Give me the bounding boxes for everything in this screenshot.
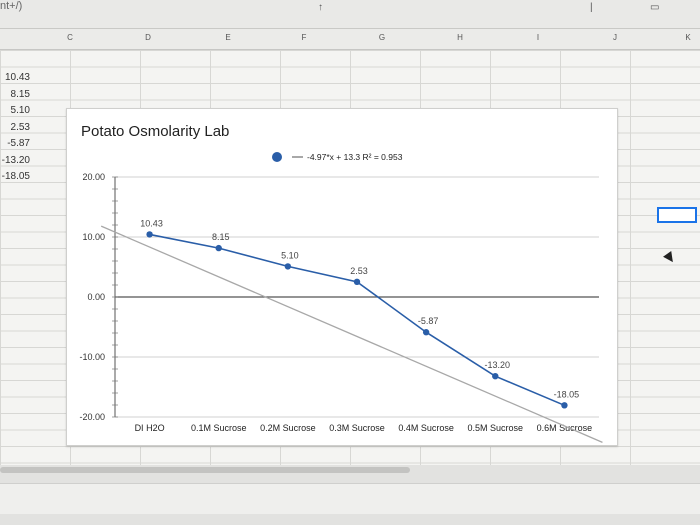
data-column: 10.43 8.15 5.10 2.53 -5.87 -13.20 -18.05 — [0, 70, 32, 186]
cell-value[interactable]: 8.15 — [10, 88, 30, 100]
toolbar-divider-icon: | — [590, 2, 593, 13]
legend-label: -4.97*x + 13.3 R² = 0.953 — [307, 152, 403, 162]
column-header[interactable]: G — [378, 33, 386, 42]
data-point — [146, 231, 153, 238]
y-tick-label: 20.00 — [82, 172, 105, 182]
x-tick-label: 0.3M Sucrose — [329, 423, 385, 433]
formula-fragment: nt+/) — [0, 0, 23, 12]
y-tick-label: 10.00 — [82, 232, 105, 242]
data-point — [284, 263, 292, 270]
y-tick-label: -20.00 — [79, 412, 105, 422]
toolbar-icon[interactable]: ↑ — [318, 2, 323, 13]
selected-cell[interactable] — [657, 207, 697, 223]
app-toolbar: nt+/) ↑ | ▭ — [0, 0, 700, 29]
data-label: 2.53 — [350, 266, 368, 276]
data-point — [353, 278, 361, 286]
x-tick-label: 0.2M Sucrose — [260, 423, 316, 433]
data-point — [492, 373, 499, 380]
data-point — [561, 402, 568, 409]
column-header[interactable]: H — [457, 33, 463, 42]
cell-value[interactable]: -13.20 — [1, 154, 30, 166]
x-tick-label: 0.6M Sucrose — [537, 423, 593, 433]
column-header[interactable]: I — [536, 33, 540, 42]
x-tick-label: 0.1M Sucrose — [191, 423, 247, 433]
column-header[interactable]: C — [67, 33, 73, 42]
legend-marker — [272, 152, 282, 162]
cell-value[interactable]: 10.43 — [4, 72, 30, 83]
cell-value[interactable]: -18.05 — [1, 171, 30, 182]
column-header[interactable]: D — [145, 33, 151, 42]
data-label: 8.15 — [212, 232, 230, 242]
x-tick-label: 0.4M Sucrose — [398, 423, 454, 433]
column-header[interactable]: E — [225, 33, 231, 42]
data-label: -5.87 — [418, 316, 439, 326]
data-point — [215, 244, 222, 252]
column-header[interactable]: K — [685, 33, 691, 42]
sheet-tabs-bar[interactable] — [0, 483, 700, 514]
chart-canvas: 20.00 10.00 0.00 -10.00 -20.00 DI H2O 0.1M Suc… — [79, 152, 603, 443]
y-tick-label: 0.00 — [87, 292, 105, 302]
column-header[interactable]: J — [613, 33, 617, 42]
data-point — [422, 329, 430, 336]
chart-title: Potato Osmolarity Lab — [81, 123, 230, 140]
horizontal-scrollbar[interactable] — [0, 467, 410, 473]
cell-value[interactable]: -5.87 — [7, 138, 30, 149]
series-line — [149, 233, 565, 407]
column-headers: C D E F G H I J K — [0, 29, 700, 50]
chart[interactable]: Potato Osmolarity Lab 20.00 10.00 0.00 -10.… — [66, 108, 618, 446]
data-label: -13.20 — [485, 360, 511, 370]
bottom-area — [0, 465, 700, 525]
trendline — [100, 225, 603, 443]
data-label: 5.10 — [281, 250, 299, 260]
x-tick-label: 0.5M Sucrose — [468, 423, 524, 433]
y-tick-label: -10.00 — [79, 352, 105, 362]
x-tick-label: DI H2O — [135, 423, 165, 433]
toolbar-menu-icon[interactable]: ▭ — [650, 2, 660, 13]
column-header[interactable]: F — [301, 33, 307, 42]
data-label: -18.05 — [554, 389, 580, 399]
cell-value[interactable]: 5.10 — [10, 105, 30, 116]
cell-value[interactable]: 2.53 — [10, 121, 30, 133]
data-label: 10.43 — [140, 218, 163, 228]
